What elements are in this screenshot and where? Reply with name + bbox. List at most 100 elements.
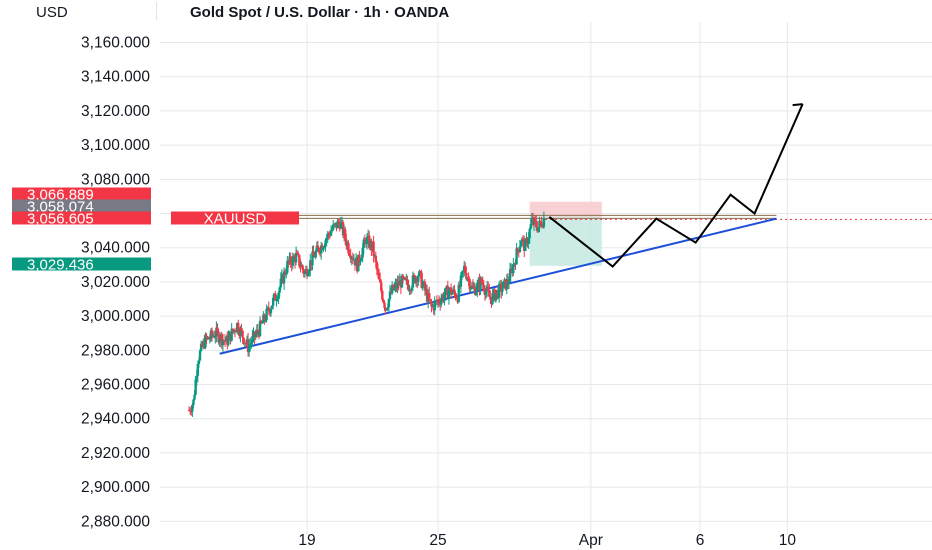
y-tick-label: 3,120.000 [81, 103, 150, 120]
candle-body [393, 286, 396, 290]
candle-body [518, 246, 522, 252]
candle-body [505, 279, 508, 290]
candle-body [443, 295, 446, 301]
candle-body [239, 328, 242, 336]
candle-body [301, 265, 304, 270]
candle-body [540, 222, 543, 227]
price-tag-label: 3,029.436 [27, 257, 94, 274]
candle-body [309, 260, 312, 271]
candle-body [254, 334, 257, 338]
x-tick-label: 6 [696, 532, 705, 549]
candle-body [359, 260, 362, 263]
candle-body [307, 270, 311, 274]
candle-body [385, 309, 388, 311]
candle-body [339, 222, 343, 229]
candle-body [469, 288, 472, 290]
candle-body [468, 279, 471, 289]
candle-body [421, 283, 424, 288]
candle-body [221, 340, 225, 346]
candle-body [409, 290, 412, 292]
candle-body [381, 290, 384, 300]
candle-body [461, 270, 465, 272]
position-zones [529, 201, 602, 266]
candle-body [230, 328, 233, 341]
y-tick-label: 3,100.000 [81, 137, 150, 154]
candle-body [218, 340, 221, 343]
candle-body [488, 290, 491, 297]
price-tag-last [12, 211, 151, 225]
candle-body [292, 256, 296, 258]
candle-body [329, 231, 333, 236]
candle-body [351, 257, 355, 260]
candle-body [541, 226, 544, 228]
price-tag-label: 3,058.074 [27, 199, 94, 216]
candle-series [187, 211, 546, 418]
candle-body [479, 278, 482, 290]
y-tick-label: 3,140.000 [81, 69, 150, 86]
candle-body [501, 288, 504, 292]
y-tick-label: 2,980.000 [81, 342, 150, 359]
candle-body [419, 271, 422, 273]
candle-body [244, 342, 248, 344]
y-tick-label: 2,920.000 [81, 445, 150, 462]
currency-label: USD [36, 4, 68, 21]
candle-body [535, 221, 538, 228]
candle-body [447, 290, 451, 299]
candle-body [291, 256, 295, 266]
candle-body [295, 252, 299, 254]
candle-body [464, 265, 467, 274]
header-divider [156, 2, 157, 20]
candle-body [460, 271, 464, 276]
candle-body [279, 278, 282, 288]
candle-body [241, 330, 244, 338]
candle-body [314, 251, 317, 258]
time-axis[interactable]: 19 25 Apr 6 10 [298, 532, 796, 549]
candle-body [459, 275, 463, 287]
candle-body [384, 307, 387, 310]
candle-body [433, 301, 436, 311]
candle-body [199, 343, 203, 351]
candle-body [480, 278, 483, 283]
candle-body [270, 305, 274, 309]
candle-body [428, 293, 431, 300]
candle-body [330, 229, 334, 232]
y-tick-label: 2,940.000 [81, 411, 150, 428]
candle-body [533, 218, 537, 222]
chart-title: Gold Spot / U.S. Dollar · 1h · OANDA [190, 4, 449, 21]
candle-body [302, 269, 305, 274]
candle-body [529, 224, 532, 229]
candle-body [508, 269, 512, 282]
candle-body [345, 239, 348, 246]
price-axis[interactable]: 3,160.000 3,140.000 3,120.000 3,100.000 3,08… [81, 35, 150, 531]
candle-body [401, 275, 405, 279]
candle-body [454, 293, 457, 298]
candle-body [193, 394, 196, 400]
candle-body [305, 269, 309, 276]
candle-body [256, 329, 260, 333]
candle-body [197, 360, 201, 365]
candle-body [233, 329, 237, 332]
candle-body [191, 404, 194, 412]
candle-body [264, 320, 267, 322]
candle-body [515, 248, 518, 265]
candle-body [410, 287, 413, 291]
candle-body [214, 336, 217, 338]
candle-body [357, 254, 360, 272]
candle-body [532, 218, 536, 225]
candle-body [333, 224, 336, 226]
candle-body [538, 220, 541, 228]
candle-body [207, 337, 210, 340]
y-tick-label: 3,000.000 [81, 308, 150, 325]
candle-body [234, 331, 238, 333]
candle-body [528, 228, 531, 239]
candle-body [317, 247, 321, 253]
candle-body [418, 271, 421, 276]
candle-body [440, 299, 443, 305]
candle-body [217, 331, 220, 343]
candle-body [444, 287, 447, 296]
candle-body [240, 328, 243, 331]
price-tag-stop [12, 187, 151, 201]
candle-body [484, 290, 488, 295]
stop-loss-zone [529, 201, 602, 217]
